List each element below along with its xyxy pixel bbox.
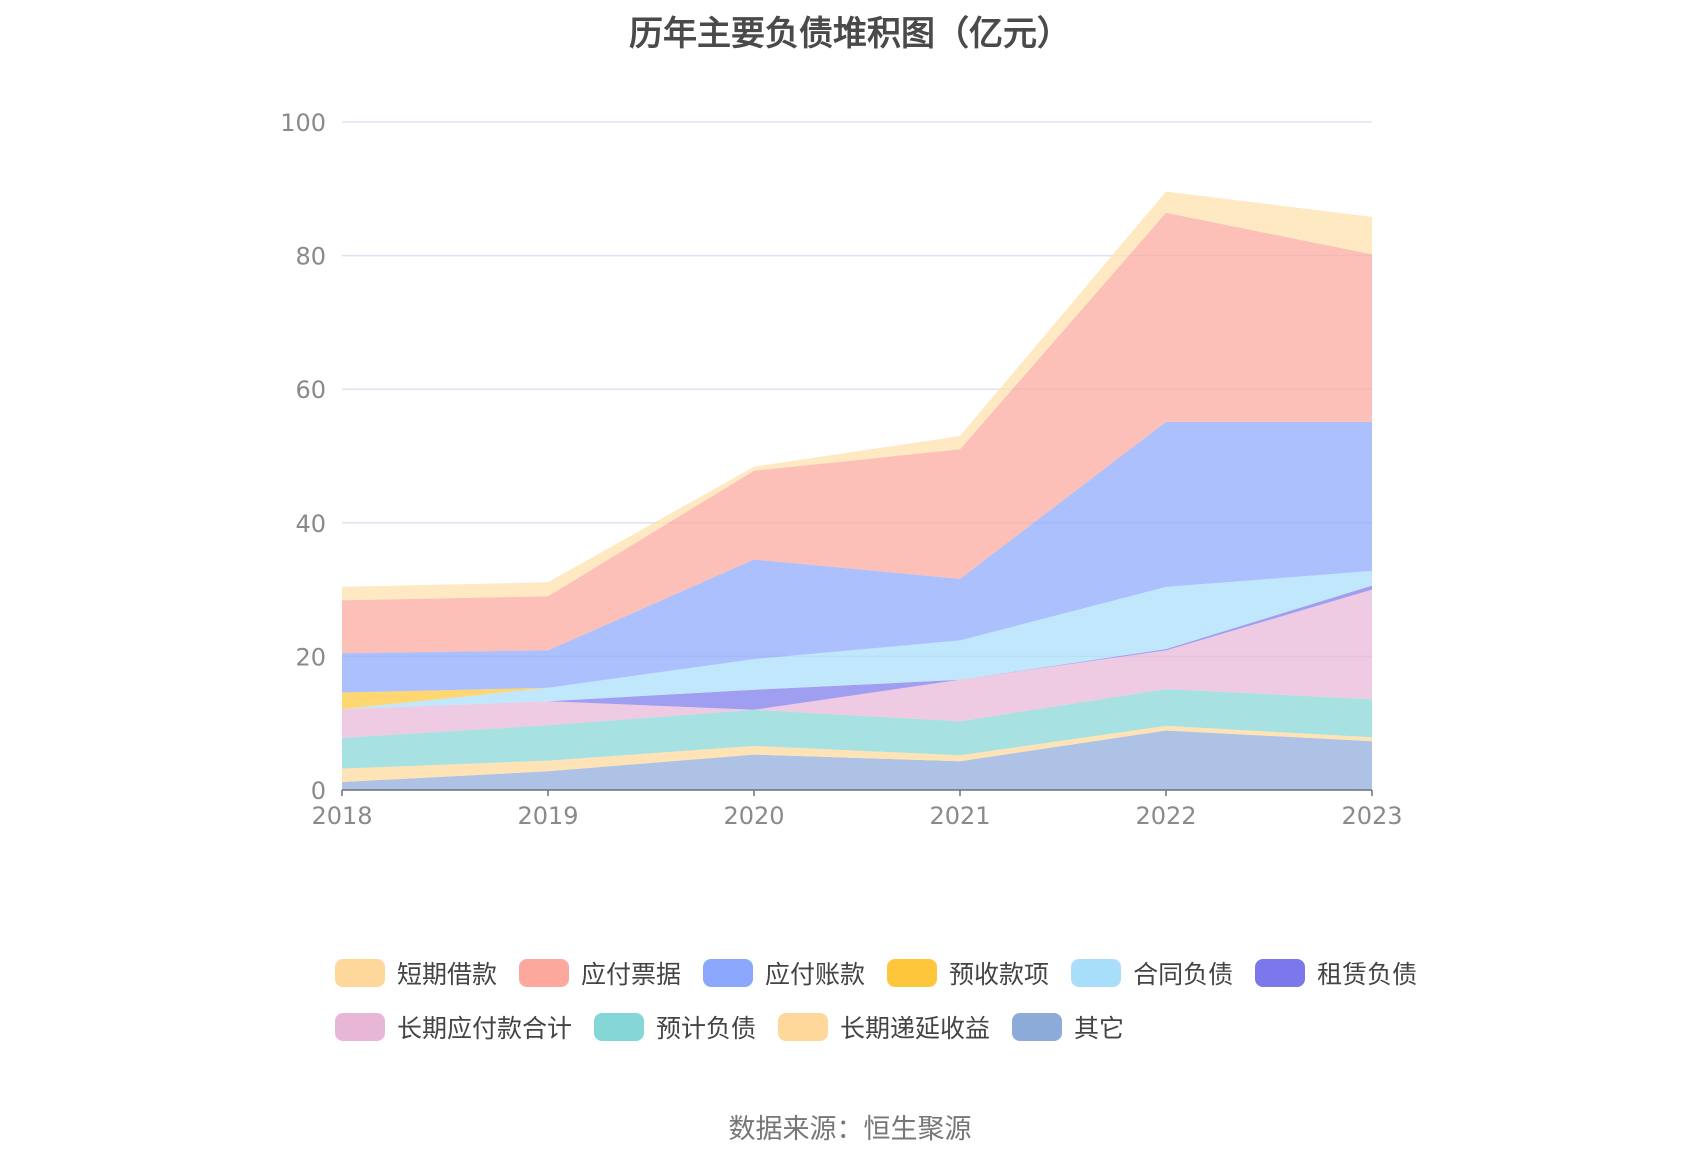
legend-swatch <box>778 1013 829 1041</box>
legend-row: 短期借款 应付票据 应付账款 预收款项 合同负债 租赁负债 <box>335 955 1435 991</box>
x-tick-label: 2022 <box>1135 802 1196 830</box>
y-tick-label: 80 <box>295 243 326 271</box>
legend-swatch <box>1012 1013 1063 1041</box>
legend-item[interactable]: 预收款项 <box>887 955 1049 991</box>
legend: 短期借款 应付票据 应付账款 预收款项 合同负债 租赁负债 长期应付款合计 预计负债 长期递延… <box>335 955 1435 1063</box>
legend-swatch <box>1071 959 1122 987</box>
x-tick-label: 2023 <box>1341 802 1402 830</box>
legend-item[interactable]: 应付账款 <box>703 955 865 991</box>
legend-label: 短期借款 <box>397 960 498 989</box>
legend-swatch <box>335 1013 385 1041</box>
data-source: 数据来源：恒生聚源 <box>728 1114 972 1145</box>
legend-swatch <box>887 959 938 987</box>
area-应付账款 <box>342 421 1372 693</box>
area-应付票据 <box>342 212 1372 654</box>
area-series <box>342 191 1372 790</box>
legend-item[interactable]: 短期借款 <box>335 955 497 991</box>
legend-swatch <box>1255 959 1306 987</box>
legend-item[interactable]: 应付票据 <box>519 955 681 991</box>
legend-label: 预收款项 <box>949 960 1050 989</box>
stacked-area-chart: 0 20 40 60 80 100 2018 2019 2020 2021 2022 2023 <box>280 109 1402 830</box>
area-短期借款 <box>342 191 1372 601</box>
legend-label: 合同负债 <box>1133 960 1234 989</box>
legend-label: 应付账款 <box>765 960 866 989</box>
y-tick-label: 0 <box>311 777 326 805</box>
legend-item[interactable]: 其它 <box>1012 1009 1124 1045</box>
legend-label: 其它 <box>1074 1014 1125 1043</box>
legend-row: 长期应付款合计 预计负债 长期递延收益 其它 <box>335 1009 1435 1045</box>
legend-label: 长期应付款合计 <box>397 1014 573 1043</box>
legend-item[interactable]: 租赁负债 <box>1255 955 1417 991</box>
area-合同负债 <box>342 570 1372 710</box>
legend-swatch <box>703 959 754 987</box>
y-tick-label: 40 <box>295 510 326 538</box>
legend-swatch <box>519 959 570 987</box>
y-tick-label: 20 <box>295 643 326 671</box>
legend-item[interactable]: 长期递延收益 <box>778 1009 990 1045</box>
area-租赁负债 <box>342 585 1372 710</box>
x-tick-label: 2021 <box>929 802 990 830</box>
y-tick-label: 60 <box>295 376 326 404</box>
x-tick-label: 2018 <box>311 802 372 830</box>
legend-swatch <box>594 1013 645 1041</box>
area-预收款项 <box>342 570 1372 710</box>
area-其它 <box>342 730 1372 790</box>
area-长期应付款合计 <box>342 589 1372 738</box>
y-tick-label: 100 <box>280 109 326 137</box>
legend-label: 租赁负债 <box>1317 960 1418 989</box>
x-tick-label: 2019 <box>517 802 578 830</box>
chart-title: 历年主要负债堆积图（亿元） <box>629 14 1071 54</box>
legend-item[interactable]: 长期应付款合计 <box>335 1009 572 1045</box>
area-预计负债 <box>342 689 1372 769</box>
legend-label: 长期递延收益 <box>840 1014 991 1043</box>
legend-item[interactable]: 预计负债 <box>594 1009 756 1045</box>
legend-label: 预计负债 <box>656 1014 757 1043</box>
x-tick-label: 2020 <box>723 802 784 830</box>
axes: 0 20 40 60 80 100 2018 2019 2020 2021 2022 2023 <box>280 109 1402 830</box>
legend-swatch <box>335 959 385 987</box>
legend-item[interactable]: 合同负债 <box>1071 955 1233 991</box>
area-长期递延收益 <box>342 725 1372 782</box>
legend-label: 应付票据 <box>581 960 682 989</box>
